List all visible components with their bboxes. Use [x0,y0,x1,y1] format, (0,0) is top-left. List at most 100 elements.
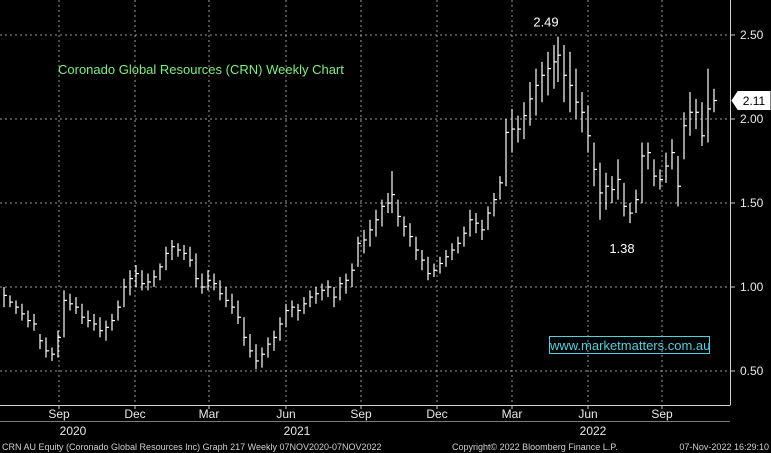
last-price-tag-shape [731,91,771,111]
y-tick-label: 1.00 [740,280,764,294]
price-bar [291,300,295,318]
price-bar [683,112,687,160]
price-bar [105,320,109,341]
price-bar [505,119,509,187]
price-bar [9,295,13,308]
price-bar [421,250,425,271]
price-bar [529,82,533,126]
price-bar [147,273,151,291]
price-bar [195,253,199,287]
price-bar [387,192,391,214]
price-bar [665,152,669,183]
price-bar [671,139,675,170]
price-bar [605,172,609,210]
price-bar [487,206,491,230]
price-bar [3,287,7,308]
price-bar [135,265,139,287]
footer: CRN AU Equity (Coronado Global Resources… [0,441,771,453]
price-bar [357,236,361,267]
price-bar [635,189,639,214]
x-year-label: 2021 [284,424,311,438]
price-bar [439,256,443,274]
price-bar [117,300,121,321]
price-bar [653,159,657,187]
price-bar [345,273,349,294]
price-bar [39,334,43,350]
price-bar [701,102,705,146]
price-bar [177,243,181,257]
price-bar [297,303,301,321]
price-bar [381,199,385,227]
price-bar [129,270,133,296]
price-bar [391,171,395,214]
price-bar [333,287,337,308]
y-tick-label: 1.50 [740,196,764,210]
x-tick-label: Mar [199,407,220,421]
price-bar [623,182,627,217]
footer-copyright: Copyright© 2022 Bloomberg Finance L.P. [452,442,618,452]
annotations: 2.49 1.38 2.11 [533,15,771,256]
price-bar [63,290,67,338]
price-bar [81,303,85,324]
annotation-high-label: 2.49 [533,15,558,30]
x-tick-label: Mar [502,407,523,421]
price-bar [499,176,503,200]
price-bar [243,317,247,346]
x-tick-label: Sep [48,407,70,421]
price-bar [593,142,597,187]
price-bar [171,239,175,261]
price-bar [617,159,621,200]
x-tick-label: Jun [276,407,295,421]
price-bar [647,142,651,170]
price-bar [493,192,497,217]
price-bar [553,45,557,89]
x-tick-label: Sep [651,407,673,421]
price-bar [575,68,579,119]
price-bar [457,236,461,254]
price-bar [463,226,467,247]
last-price-label: 2.11 [743,94,766,108]
price-bar [599,162,603,220]
price-bar [27,310,31,328]
price-bar [51,347,55,361]
price-bar [231,293,235,314]
price-bar [469,209,473,237]
last-price-tag: 2.11 [731,91,771,111]
price-bar [523,102,527,140]
annotation-low-label: 1.38 [609,241,634,256]
price-bar [225,287,229,308]
price-bar [33,313,37,331]
price-bar [369,219,373,247]
price-bar [339,276,343,301]
price-bar [315,287,319,304]
price-bar [159,263,163,281]
chart-title: Coronado Global Resources (CRN) Weekly C… [58,62,344,77]
price-bar [611,176,615,203]
price-bar [309,290,313,308]
y-tick-label: 2.50 [740,28,764,42]
price-bar [237,300,241,324]
price-bar [695,98,699,130]
price-bar [321,283,325,301]
price-bar [75,297,79,314]
price-bar [327,280,331,298]
y-tick-label: 0.50 [740,364,764,378]
price-bar [403,216,407,237]
x-axis: Sep Dec Mar Jun Sep Dec Mar Jun Sep 2020 2021 2022 [0,405,731,438]
price-bar [351,263,355,287]
price-bar [111,313,115,331]
price-bar [267,337,271,358]
price-bar [183,245,187,261]
price-bar [87,310,91,328]
price-bar [689,92,693,136]
price-bar [153,270,157,287]
x-tick-label: Dec [124,407,145,421]
price-bar [375,209,379,237]
price-bar [677,155,681,207]
price-bar [303,297,307,314]
price-bar [255,344,259,370]
price-bar [141,270,145,291]
price-bar [535,68,539,116]
price-bar [557,36,561,83]
